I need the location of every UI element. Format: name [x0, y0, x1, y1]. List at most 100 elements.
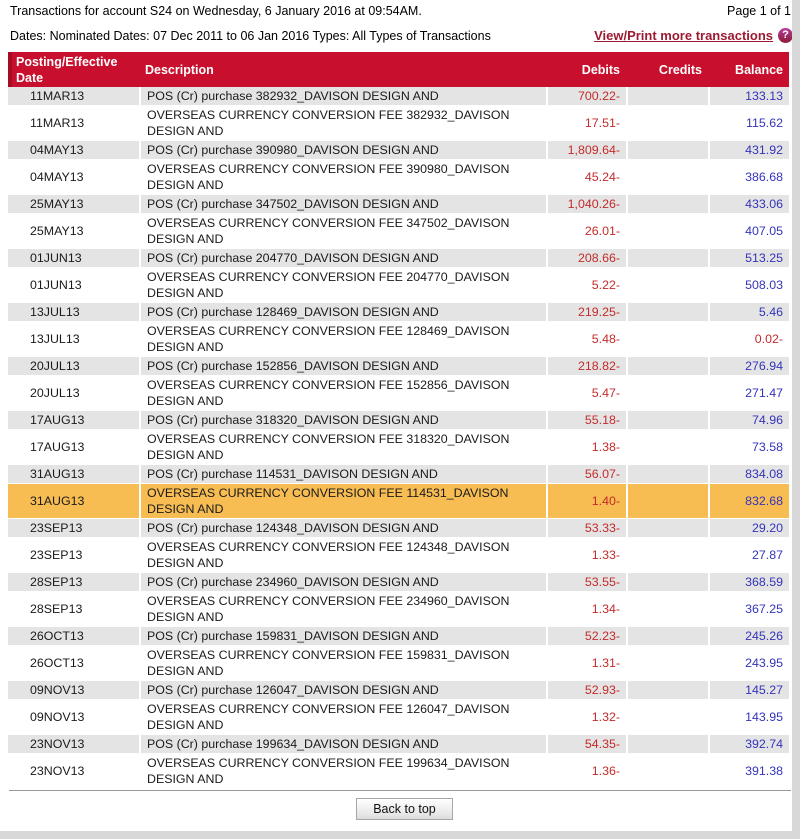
- description-cell: POS (Cr) purchase 152856_DAVISON DESIGN …: [139, 357, 546, 376]
- table-row[interactable]: 09NOV13 POS (Cr) purchase 126047_DAVISON …: [8, 681, 789, 700]
- table-row[interactable]: 20JUL13 POS (Cr) purchase 152856_DAVISON …: [8, 357, 789, 376]
- table-row[interactable]: 28SEP13 OVERSEAS CURRENCY CONVERSION FEE …: [8, 592, 789, 627]
- table-row[interactable]: 23SEP13 OVERSEAS CURRENCY CONVERSION FEE …: [8, 538, 789, 573]
- credits-cell: [626, 411, 708, 430]
- column-header-description: Description: [139, 52, 546, 87]
- date-cell: 28SEP13: [8, 573, 139, 592]
- column-header-date: Posting/Effective Date: [8, 52, 139, 87]
- debits-cell: 53.33-: [546, 519, 626, 538]
- table-row[interactable]: 23SEP13 POS (Cr) purchase 124348_DAVISON …: [8, 519, 789, 538]
- table-row[interactable]: 25MAY13 OVERSEAS CURRENCY CONVERSION FEE …: [8, 214, 789, 249]
- table-row[interactable]: 31AUG13 POS (Cr) purchase 114531_DAVISON …: [8, 465, 789, 484]
- table-row[interactable]: 20JUL13 OVERSEAS CURRENCY CONVERSION FEE …: [8, 376, 789, 411]
- credits-cell: [626, 214, 708, 249]
- description-cell: OVERSEAS CURRENCY CONVERSION FEE 128469_…: [139, 322, 546, 357]
- balance-cell: 271.47: [708, 376, 789, 411]
- balance-cell: 276.94: [708, 357, 789, 376]
- credits-cell: [626, 538, 708, 573]
- filter-summary: Dates: Nominated Dates: 07 Dec 2011 to 0…: [10, 28, 491, 43]
- credits-cell: [626, 303, 708, 322]
- description-cell: OVERSEAS CURRENCY CONVERSION FEE 390980_…: [139, 160, 546, 195]
- description-cell: POS (Cr) purchase 204770_DAVISON DESIGN …: [139, 249, 546, 268]
- column-header-balance: Balance: [708, 52, 789, 87]
- filter-bar: Dates: Nominated Dates: 07 Dec 2011 to 0…: [0, 18, 809, 43]
- credits-cell: [626, 465, 708, 484]
- table-row[interactable]: 28SEP13 POS (Cr) purchase 234960_DAVISON …: [8, 573, 789, 592]
- description-cell: POS (Cr) purchase 159831_DAVISON DESIGN …: [139, 627, 546, 646]
- debits-cell: 1.36-: [546, 754, 626, 789]
- table-row[interactable]: 01JUN13 OVERSEAS CURRENCY CONVERSION FEE …: [8, 268, 789, 303]
- credits-cell: [626, 519, 708, 538]
- balance-cell: 0.02-: [708, 322, 789, 357]
- date-cell: 04MAY13: [8, 160, 139, 195]
- debits-cell: 52.23-: [546, 627, 626, 646]
- debits-cell: 5.22-: [546, 268, 626, 303]
- table-row[interactable]: 13JUL13 OVERSEAS CURRENCY CONVERSION FEE …: [8, 322, 789, 357]
- table-row[interactable]: 31AUG13 OVERSEAS CURRENCY CONVERSION FEE …: [8, 484, 789, 519]
- description-cell: OVERSEAS CURRENCY CONVERSION FEE 347502_…: [139, 214, 546, 249]
- credits-cell: [626, 646, 708, 681]
- date-cell: 26OCT13: [8, 627, 139, 646]
- table-row[interactable]: 09NOV13 OVERSEAS CURRENCY CONVERSION FEE …: [8, 700, 789, 735]
- date-cell: 13JUL13: [8, 322, 139, 357]
- table-row[interactable]: 04MAY13 POS (Cr) purchase 390980_DAVISON …: [8, 141, 789, 160]
- debits-cell: 219.25-: [546, 303, 626, 322]
- description-cell: OVERSEAS CURRENCY CONVERSION FEE 126047_…: [139, 700, 546, 735]
- balance-cell: 367.25: [708, 592, 789, 627]
- description-cell: POS (Cr) purchase 124348_DAVISON DESIGN …: [139, 519, 546, 538]
- date-cell: 28SEP13: [8, 592, 139, 627]
- back-to-top-button[interactable]: Back to top: [356, 798, 453, 820]
- debits-cell: 5.47-: [546, 376, 626, 411]
- date-cell: 23NOV13: [8, 735, 139, 754]
- table-row[interactable]: 23NOV13 POS (Cr) purchase 199634_DAVISON …: [8, 735, 789, 754]
- table-row[interactable]: 17AUG13 OVERSEAS CURRENCY CONVERSION FEE …: [8, 430, 789, 465]
- debits-cell: 1.33-: [546, 538, 626, 573]
- balance-cell: 73.58: [708, 430, 789, 465]
- credits-cell: [626, 357, 708, 376]
- credits-cell: [626, 376, 708, 411]
- balance-cell: 431.92: [708, 141, 789, 160]
- description-cell: POS (Cr) purchase 318320_DAVISON DESIGN …: [139, 411, 546, 430]
- credits-cell: [626, 87, 708, 106]
- credits-cell: [626, 322, 708, 357]
- balance-cell: 245.26: [708, 627, 789, 646]
- date-cell: 23SEP13: [8, 519, 139, 538]
- view-print-more-link[interactable]: View/Print more transactions: [594, 28, 773, 43]
- date-cell: 17AUG13: [8, 430, 139, 465]
- description-cell: POS (Cr) purchase 128469_DAVISON DESIGN …: [139, 303, 546, 322]
- balance-cell: 368.59: [708, 573, 789, 592]
- credits-cell: [626, 681, 708, 700]
- table-row[interactable]: 11MAR13 OVERSEAS CURRENCY CONVERSION FEE …: [8, 106, 789, 141]
- date-cell: 23SEP13: [8, 538, 139, 573]
- balance-cell: 74.96: [708, 411, 789, 430]
- top-bar: Transactions for account S24 on Wednesda…: [0, 0, 809, 18]
- table-row[interactable]: 25MAY13 POS (Cr) purchase 347502_DAVISON …: [8, 195, 789, 214]
- credits-cell: [626, 573, 708, 592]
- description-cell: OVERSEAS CURRENCY CONVERSION FEE 152856_…: [139, 376, 546, 411]
- credits-cell: [626, 735, 708, 754]
- description-cell: OVERSEAS CURRENCY CONVERSION FEE 204770_…: [139, 268, 546, 303]
- table-row[interactable]: 17AUG13 POS (Cr) purchase 318320_DAVISON …: [8, 411, 789, 430]
- table-row[interactable]: 04MAY13 OVERSEAS CURRENCY CONVERSION FEE …: [8, 160, 789, 195]
- debits-cell: 218.82-: [546, 357, 626, 376]
- help-icon[interactable]: ?: [778, 28, 793, 43]
- balance-cell: 5.46: [708, 303, 789, 322]
- balance-cell: 386.68: [708, 160, 789, 195]
- balance-cell: 407.05: [708, 214, 789, 249]
- description-cell: POS (Cr) purchase 234960_DAVISON DESIGN …: [139, 573, 546, 592]
- table-row[interactable]: 26OCT13 OVERSEAS CURRENCY CONVERSION FEE …: [8, 646, 789, 681]
- table-row[interactable]: 11MAR13 POS (Cr) purchase 382932_DAVISON …: [8, 87, 789, 106]
- debits-cell: 1.34-: [546, 592, 626, 627]
- description-cell: POS (Cr) purchase 347502_DAVISON DESIGN …: [139, 195, 546, 214]
- debits-cell: 1.38-: [546, 430, 626, 465]
- table-row[interactable]: 01JUN13 POS (Cr) purchase 204770_DAVISON …: [8, 249, 789, 268]
- column-header-credits: Credits: [626, 52, 708, 87]
- debits-cell: 52.93-: [546, 681, 626, 700]
- table-row[interactable]: 23NOV13 OVERSEAS CURRENCY CONVERSION FEE …: [8, 754, 789, 789]
- page-edge-right: [792, 0, 800, 838]
- table-header: Posting/Effective Date Description Debit…: [8, 52, 789, 87]
- date-cell: 23NOV13: [8, 754, 139, 789]
- table-row[interactable]: 13JUL13 POS (Cr) purchase 128469_DAVISON …: [8, 303, 789, 322]
- table-row[interactable]: 26OCT13 POS (Cr) purchase 159831_DAVISON …: [8, 627, 789, 646]
- date-cell: 11MAR13: [8, 87, 139, 106]
